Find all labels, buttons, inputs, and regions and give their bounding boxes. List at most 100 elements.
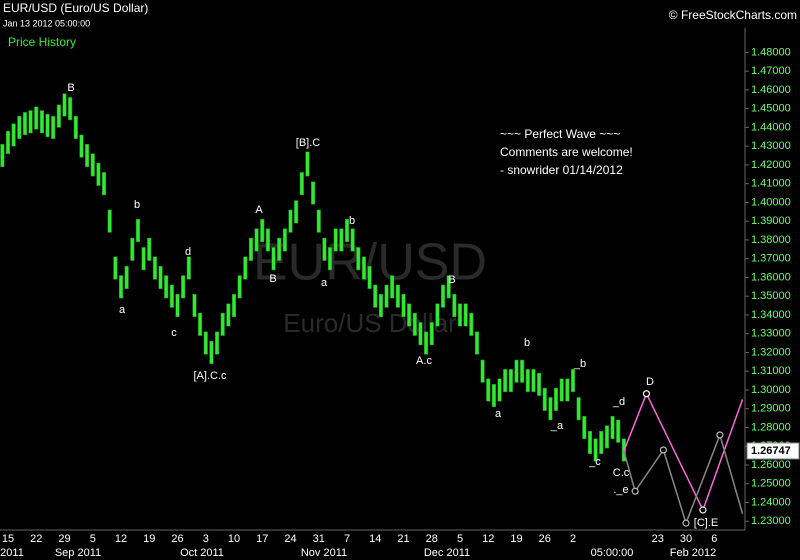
wave-label: b — [349, 215, 355, 227]
price-bar — [333, 228, 338, 252]
note: - snowrider 01/14/2012 — [500, 163, 623, 177]
price-bar — [525, 369, 530, 393]
wave-label: d — [185, 246, 191, 258]
wave-label: [B].C — [296, 137, 321, 149]
price-bar — [457, 303, 463, 327]
x-tick-label: 24 — [284, 533, 296, 545]
forecast-point — [642, 390, 651, 398]
y-tick-label: 1.36000 — [751, 271, 791, 283]
price-bar — [537, 372, 542, 396]
y-tick-label: 1.23000 — [751, 515, 791, 527]
price-bar — [220, 312, 225, 336]
price-bar — [384, 284, 389, 308]
forecast-point — [631, 487, 639, 495]
source[interactable]: © FreeStockCharts.com — [669, 8, 797, 22]
x-tick-label: 12 — [115, 533, 127, 545]
price-bar — [175, 294, 180, 318]
y-tick-label: 1.32000 — [751, 346, 791, 358]
price-bar — [192, 294, 197, 318]
x-tick-label: 2 — [570, 533, 576, 545]
wave-label: C.c — [613, 467, 630, 479]
wave-label: A — [255, 204, 263, 216]
price-bar — [215, 331, 220, 355]
y-tick-label: 1.45000 — [751, 103, 791, 115]
price-bar — [418, 322, 423, 346]
x-tick-label: 26 — [171, 533, 183, 545]
price-bar — [203, 331, 208, 355]
price-bar — [152, 256, 157, 280]
price-bar — [395, 284, 400, 308]
y-tick-label: 1.40000 — [751, 196, 791, 208]
price-bar — [0, 144, 5, 168]
price-bar — [548, 397, 553, 421]
y-tick-label: 1.41000 — [751, 178, 791, 190]
price-bar — [282, 228, 287, 252]
price-bar — [407, 303, 412, 327]
price-bar — [130, 237, 135, 261]
x-tick-label: 19 — [510, 533, 522, 545]
y-tick-label: 1.28000 — [751, 421, 791, 433]
price-bar — [299, 172, 304, 196]
price-bar — [51, 115, 56, 139]
x-tick-label: 29 — [58, 533, 70, 545]
forecast-line — [623, 391, 744, 512]
wave-label: _d — [612, 396, 625, 408]
forecast-line — [623, 432, 744, 526]
price-bar — [28, 110, 33, 134]
price-bar — [401, 294, 406, 318]
price-bar — [147, 237, 152, 261]
y-tick-label: 1.38000 — [751, 234, 791, 246]
price-bar — [198, 312, 203, 336]
price-bar — [361, 256, 366, 280]
y-tick-label: 1.33000 — [751, 328, 791, 340]
price-bar — [226, 303, 231, 327]
price-bar — [34, 106, 39, 130]
price-bar — [542, 387, 547, 411]
price-bar — [265, 228, 270, 252]
price-bar — [452, 294, 457, 318]
price-bar — [367, 265, 372, 289]
x-period-label: Dec 2011 — [424, 547, 470, 559]
price-bar — [531, 369, 536, 393]
y-tick-label: 1.46000 — [751, 84, 791, 96]
y-tick-label: 1.43000 — [751, 140, 791, 152]
wave-label: B — [448, 274, 455, 286]
wave-label: a — [119, 304, 126, 316]
y-tick-label: 1.44000 — [751, 121, 791, 133]
panel-label[interactable]: Price History — [8, 35, 76, 49]
price-bar — [344, 219, 350, 243]
price-bar — [248, 237, 253, 261]
x-period-label: Sep 2011 — [55, 547, 101, 559]
price-bar — [503, 369, 508, 393]
price-bar — [316, 209, 321, 233]
price-bar — [616, 419, 621, 443]
forecast-point — [659, 446, 668, 454]
price-bar — [508, 369, 513, 393]
wave-label: a — [495, 408, 502, 420]
price-bar — [62, 93, 67, 117]
y-tick-label: 1.31000 — [751, 365, 791, 377]
price-bar — [390, 275, 395, 299]
price-bar — [113, 256, 118, 280]
price-bar — [271, 247, 276, 271]
price-bar — [463, 303, 468, 327]
x-period-label: 2011 — [0, 547, 24, 559]
price-bar — [350, 228, 355, 252]
price-bar — [254, 228, 259, 252]
wave-label: b — [134, 199, 140, 211]
price-bar — [311, 181, 316, 205]
price-bar — [469, 312, 474, 336]
price-bar — [328, 247, 333, 271]
x-tick-label: 6 — [711, 533, 717, 545]
wave-label: [A].C.c — [193, 370, 227, 382]
x-tick-label: 23 — [652, 533, 664, 545]
price-bar — [582, 415, 587, 439]
wave-label: B — [269, 273, 276, 285]
x-tick-label: 10 — [228, 533, 240, 545]
price-bar — [491, 384, 496, 408]
price-bar — [124, 265, 129, 289]
x-tick-label: 5 — [90, 533, 96, 545]
y-tick-label: 1.34000 — [751, 309, 791, 321]
y-tick-label: 1.42000 — [751, 159, 791, 171]
